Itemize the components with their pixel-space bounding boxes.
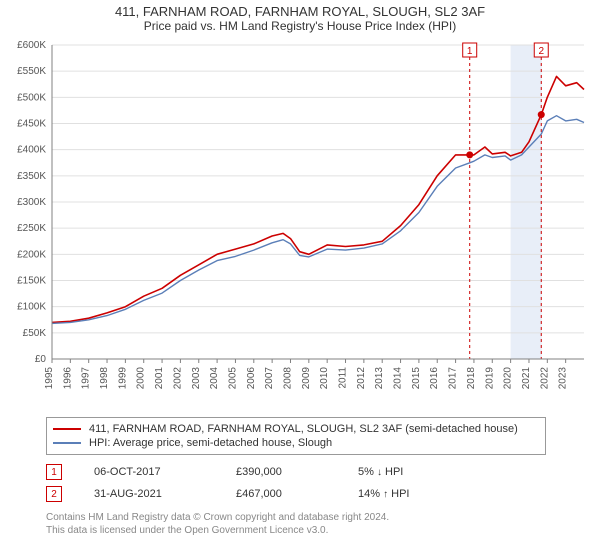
svg-text:2005: 2005 [227,367,238,390]
svg-text:1: 1 [467,46,473,57]
svg-text:£550K: £550K [17,66,46,77]
table-row: 1 06-OCT-2017 £390,000 5% ↓ HPI [46,461,592,483]
svg-text:2007: 2007 [264,367,275,390]
svg-text:£350K: £350K [17,171,46,182]
marker-badge: 1 [46,464,62,480]
svg-text:2000: 2000 [136,367,147,390]
svg-text:2022: 2022 [539,367,550,390]
legend-row: 411, FARNHAM ROAD, FARNHAM ROYAL, SLOUGH… [53,422,539,436]
pct-value: 5% [358,466,374,478]
up-arrow-icon: ↑ [383,489,388,500]
legend-swatch [53,442,81,444]
svg-text:£500K: £500K [17,92,46,103]
svg-text:£300K: £300K [17,197,46,208]
sale-date: 31-AUG-2021 [94,488,204,500]
sale-price: £467,000 [236,488,326,500]
svg-text:2018: 2018 [466,367,477,390]
svg-text:£100K: £100K [17,302,46,313]
svg-text:2011: 2011 [338,367,349,389]
legend-row: HPI: Average price, semi-detached house,… [53,436,539,450]
legend-box: 411, FARNHAM ROAD, FARNHAM ROYAL, SLOUGH… [46,417,546,455]
svg-text:£400K: £400K [17,145,46,156]
svg-text:2019: 2019 [484,367,495,390]
chart-subtitle: Price paid vs. HM Land Registry's House … [8,19,592,33]
svg-text:2010: 2010 [319,367,330,390]
svg-text:2006: 2006 [246,367,257,390]
svg-text:2021: 2021 [521,367,532,390]
legend-label: 411, FARNHAM ROAD, FARNHAM ROYAL, SLOUGH… [89,423,518,435]
line-chart-svg: £0 £50K £100K £150K £200K £250K £300K £350K £400… [8,39,592,409]
legend-swatch [53,428,81,430]
pct-value: 14% [358,488,380,500]
marker-badge: 2 [46,486,62,502]
svg-text:2004: 2004 [209,367,220,390]
svg-text:£0: £0 [35,354,47,365]
svg-text:1997: 1997 [81,367,92,390]
hpi-label: HPI [385,466,403,478]
svg-text:2015: 2015 [411,367,422,390]
svg-text:2: 2 [538,46,544,57]
svg-text:2002: 2002 [172,367,183,390]
svg-text:2014: 2014 [393,367,404,390]
footer-line: Contains HM Land Registry data © Crown c… [46,511,592,524]
sale-vs-hpi: 5% ↓ HPI [358,466,478,478]
svg-text:2016: 2016 [429,367,440,390]
svg-text:2013: 2013 [374,367,385,390]
svg-text:2012: 2012 [356,367,367,390]
down-arrow-icon: ↓ [377,467,382,478]
marker-sales-table: 1 06-OCT-2017 £390,000 5% ↓ HPI 2 31-AUG… [46,461,592,505]
svg-text:£150K: £150K [17,276,46,287]
svg-text:£50K: £50K [23,328,47,339]
chart-area: £0 £50K £100K £150K £200K £250K £300K £350K £400… [8,39,592,409]
table-row: 2 31-AUG-2021 £467,000 14% ↑ HPI [46,483,592,505]
svg-text:2001: 2001 [154,367,165,390]
svg-text:£250K: £250K [17,223,46,234]
svg-text:1998: 1998 [99,367,110,390]
svg-text:2017: 2017 [448,367,459,390]
sale-vs-hpi: 14% ↑ HPI [358,488,478,500]
svg-text:1995: 1995 [44,367,55,390]
svg-text:£600K: £600K [17,40,46,51]
svg-text:£200K: £200K [17,249,46,260]
svg-text:£450K: £450K [17,119,46,130]
svg-text:2009: 2009 [301,367,312,390]
footer-attribution: Contains HM Land Registry data © Crown c… [46,511,592,537]
svg-text:2003: 2003 [191,367,202,390]
footer-line: This data is licensed under the Open Gov… [46,524,592,537]
sale-date: 06-OCT-2017 [94,466,204,478]
svg-text:1999: 1999 [117,367,128,390]
hpi-label: HPI [391,488,409,500]
svg-text:2020: 2020 [503,367,514,390]
legend-label: HPI: Average price, semi-detached house,… [89,437,332,449]
svg-text:2008: 2008 [282,367,293,390]
svg-text:2023: 2023 [558,367,569,390]
sale-price: £390,000 [236,466,326,478]
chart-title: 411, FARNHAM ROAD, FARNHAM ROYAL, SLOUGH… [8,4,592,19]
svg-text:1996: 1996 [62,367,73,390]
